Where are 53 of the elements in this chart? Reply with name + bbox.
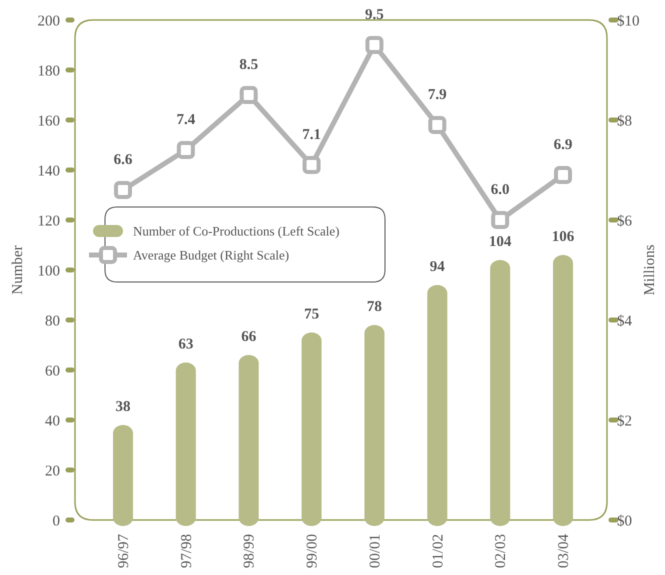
point (114, 181, 132, 199)
y2-tick-label: $0 (617, 513, 632, 530)
data-label: 75 (304, 306, 320, 322)
y-tick-label: 200 (38, 13, 60, 30)
data-label: 7.4 (176, 112, 196, 128)
y-axis-title: Number (10, 245, 26, 295)
legend-label: Number of Co-Productions (Left Scale) (133, 224, 340, 239)
data-label: 38 (116, 399, 130, 415)
y-tick-label: 60 (45, 363, 60, 380)
y-tick-label: 20 (45, 463, 60, 480)
x-tick-label: 00/01 (367, 534, 384, 568)
y2-tick-label: $4 (617, 313, 632, 330)
y-tick-label: 0 (52, 513, 60, 530)
y-tick-label: 160 (38, 113, 60, 130)
x-tick-label: 03/04 (556, 534, 572, 568)
data-label: 6.0 (490, 182, 510, 198)
data-label: 106 (552, 229, 575, 245)
x-tick-label: 02/03 (493, 534, 510, 568)
data-label: 9.5 (365, 7, 384, 23)
data-label: 78 (366, 299, 382, 315)
y2-axis-title: Millions (642, 244, 658, 296)
data-label: 6.9 (554, 137, 572, 153)
legend-label: Average Budget (Right Scale) (133, 248, 290, 263)
x-tick-label: 01/02 (430, 534, 446, 568)
y-tick-label: 140 (38, 163, 60, 180)
point (365, 36, 384, 54)
y2-tick-label: $6 (617, 213, 632, 230)
point (491, 211, 510, 229)
y-tick-label: 80 (45, 313, 60, 330)
y-tick-label: 40 (45, 413, 60, 430)
point (428, 116, 446, 134)
x-tick-label: 96/97 (116, 534, 132, 568)
data-label: 7.9 (428, 87, 447, 103)
y-tick-label: 180 (38, 63, 60, 80)
point (302, 156, 321, 174)
point (176, 141, 195, 159)
point (554, 166, 572, 184)
data-label: 8.5 (239, 57, 258, 73)
x-tick-label: 97/98 (178, 534, 195, 568)
point (240, 86, 258, 104)
data-label: 7.1 (302, 127, 321, 143)
y-tick-label: 100 (38, 263, 60, 280)
x-tick-label: 99/00 (304, 534, 321, 568)
y2-tick-label: $10 (617, 13, 640, 30)
y2-tick-label: $8 (617, 113, 632, 130)
x-tick-label: 98/99 (242, 534, 258, 568)
y-tick-label: 120 (38, 213, 60, 230)
data-label: 6.6 (114, 152, 133, 168)
data-label: 63 (178, 336, 194, 352)
data-label: 94 (430, 259, 446, 275)
y2-tick-label: $2 (617, 413, 632, 430)
data-label: 66 (241, 329, 257, 345)
data-label: 104 (488, 234, 512, 250)
